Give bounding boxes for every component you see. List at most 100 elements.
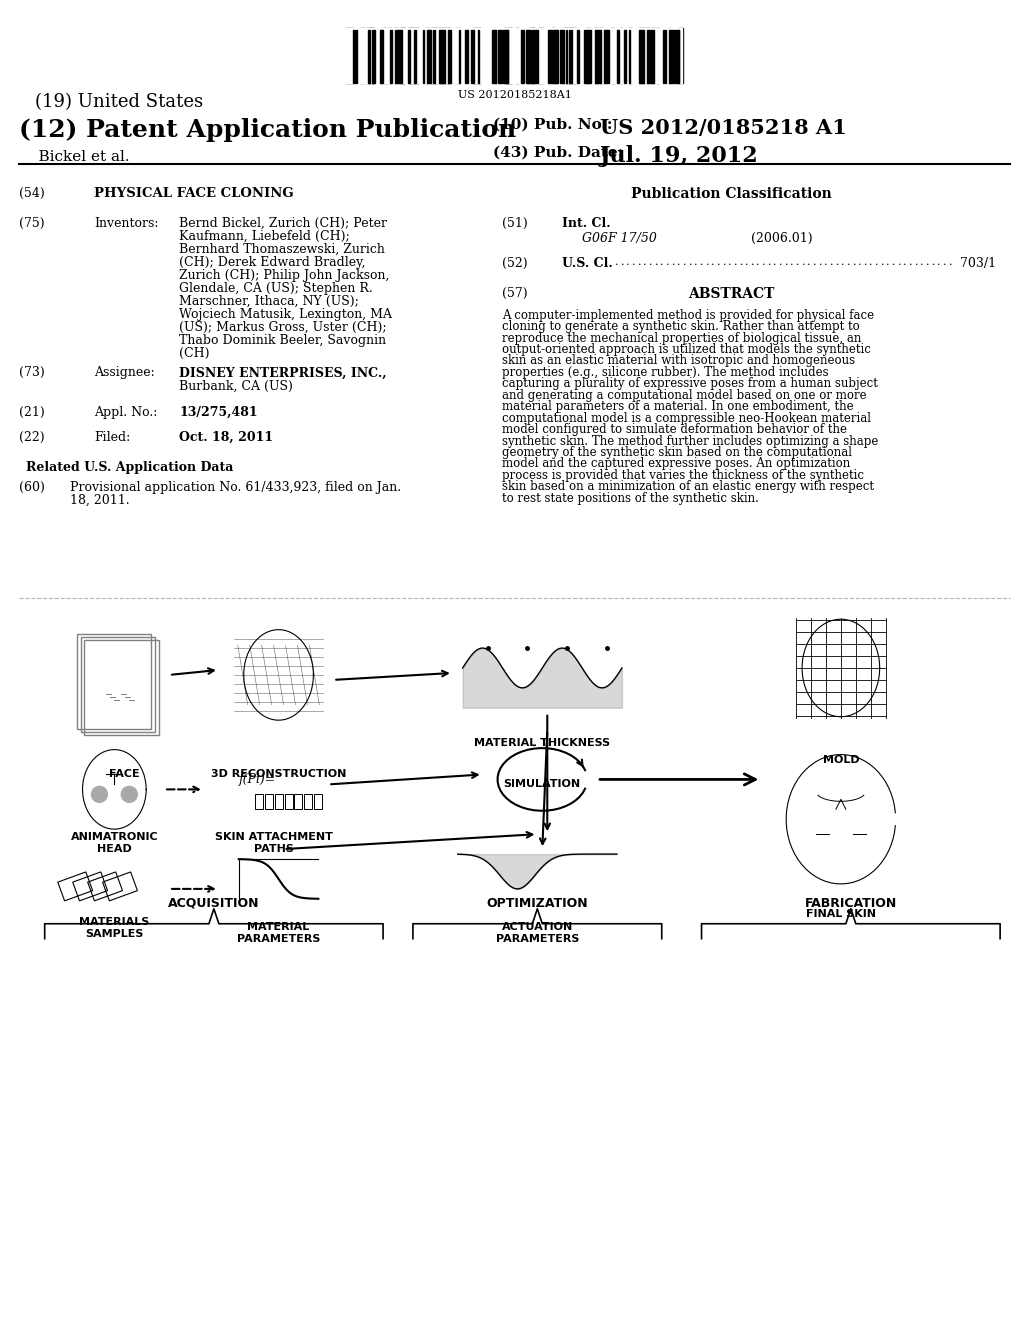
- Text: Thabo Dominik Beeler, Savognin: Thabo Dominik Beeler, Savognin: [179, 334, 386, 347]
- Text: output-oriented approach is utilized that models the synthetic: output-oriented approach is utilized tha…: [503, 343, 871, 356]
- Bar: [456, 28, 460, 83]
- Text: Int. Cl.: Int. Cl.: [562, 216, 611, 230]
- Bar: [383, 28, 387, 83]
- Text: .: .: [683, 257, 686, 267]
- Text: MATERIAL THICKNESS: MATERIAL THICKNESS: [474, 738, 610, 747]
- Text: .: .: [672, 257, 675, 267]
- Bar: [507, 30, 508, 83]
- Bar: [594, 28, 598, 83]
- Bar: [368, 30, 370, 83]
- Bar: [88, 873, 123, 900]
- Bar: [394, 28, 398, 83]
- Bar: [402, 28, 406, 83]
- Bar: [670, 30, 674, 83]
- Text: 703/1: 703/1: [961, 257, 996, 269]
- Text: process is provided that varies the thickness of the synthetic: process is provided that varies the thic…: [503, 469, 864, 482]
- Text: Inventors:: Inventors:: [94, 216, 159, 230]
- Text: (75): (75): [18, 216, 44, 230]
- Text: .: .: [887, 257, 890, 267]
- Bar: [274, 795, 283, 809]
- Bar: [553, 30, 557, 83]
- Text: Burbank, CA (US): Burbank, CA (US): [179, 379, 293, 392]
- Text: FABRICATION: FABRICATION: [805, 896, 897, 909]
- Text: .: .: [654, 257, 658, 267]
- Bar: [507, 28, 511, 83]
- Text: .: .: [638, 257, 641, 267]
- Text: (52): (52): [503, 257, 528, 269]
- Text: .: .: [864, 257, 867, 267]
- Bar: [639, 30, 644, 83]
- Text: .: .: [813, 257, 816, 267]
- Text: PHYSICAL FACE CLONING: PHYSICAL FACE CLONING: [94, 187, 294, 201]
- Text: ABSTRACT: ABSTRACT: [688, 286, 774, 301]
- Text: (60): (60): [18, 480, 45, 494]
- Text: .: .: [937, 257, 941, 267]
- Bar: [372, 28, 375, 83]
- Bar: [656, 28, 659, 83]
- Text: Bickel et al.: Bickel et al.: [18, 150, 129, 165]
- Text: skin as an elastic material with isotropic and homogeneous: skin as an elastic material with isotrop…: [503, 355, 856, 367]
- Text: (73): (73): [18, 367, 45, 379]
- Text: .: .: [921, 257, 924, 267]
- Bar: [255, 795, 262, 809]
- Bar: [603, 30, 605, 83]
- Text: .: .: [829, 257, 834, 267]
- Bar: [449, 30, 451, 83]
- Bar: [476, 28, 480, 83]
- Text: .: .: [932, 257, 935, 267]
- Bar: [552, 28, 555, 83]
- Text: f(Pi)=: f(Pi)=: [239, 774, 276, 785]
- Bar: [668, 28, 671, 83]
- Bar: [650, 28, 655, 83]
- Bar: [639, 28, 643, 83]
- Text: .: .: [892, 257, 896, 267]
- Bar: [586, 28, 590, 83]
- Bar: [439, 28, 443, 83]
- Bar: [394, 30, 395, 83]
- Bar: [563, 28, 567, 83]
- Bar: [527, 30, 531, 83]
- Text: (57): (57): [503, 286, 528, 300]
- Text: .: .: [909, 257, 912, 267]
- Text: Publication Classification: Publication Classification: [631, 187, 831, 201]
- Text: G06F 17/50: G06F 17/50: [582, 232, 657, 246]
- Text: .: .: [824, 257, 827, 267]
- Circle shape: [91, 787, 108, 803]
- Bar: [102, 873, 137, 900]
- Bar: [73, 873, 108, 900]
- Bar: [596, 30, 601, 83]
- Bar: [478, 30, 479, 83]
- Text: MATERIALS
SAMPLES: MATERIALS SAMPLES: [79, 917, 150, 939]
- Bar: [570, 30, 571, 83]
- Text: synthetic skin. The method further includes optimizing a shape: synthetic skin. The method further inclu…: [503, 434, 879, 447]
- Bar: [531, 30, 535, 83]
- Text: .: .: [847, 257, 850, 267]
- Bar: [650, 30, 651, 83]
- Bar: [471, 30, 474, 83]
- Bar: [465, 30, 468, 83]
- Bar: [411, 28, 414, 83]
- Text: .: .: [706, 257, 709, 267]
- Bar: [439, 30, 441, 83]
- Text: model configured to simulate deformation behavior of the: model configured to simulate deformation…: [503, 424, 848, 436]
- Bar: [447, 28, 451, 83]
- Bar: [648, 30, 649, 83]
- Text: .: .: [751, 257, 755, 267]
- Text: .: .: [700, 257, 703, 267]
- Text: .: .: [802, 257, 805, 267]
- Bar: [442, 28, 444, 83]
- Bar: [295, 795, 302, 809]
- Text: ANIMATRONIC
HEAD: ANIMATRONIC HEAD: [71, 833, 158, 854]
- Bar: [372, 30, 375, 83]
- Text: .: .: [739, 257, 743, 267]
- Bar: [314, 795, 323, 809]
- Text: (43) Pub. Date:: (43) Pub. Date:: [493, 145, 623, 160]
- Bar: [425, 28, 429, 83]
- Text: 3D RECONSTRUCTION: 3D RECONSTRUCTION: [211, 770, 346, 779]
- Bar: [560, 30, 564, 83]
- Text: (CH); Derek Edward Bradley,: (CH); Derek Edward Bradley,: [179, 256, 366, 269]
- Text: .: .: [660, 257, 664, 267]
- Text: to rest state positions of the synthetic skin.: to rest state positions of the synthetic…: [503, 492, 760, 504]
- Bar: [645, 28, 649, 83]
- Text: .: .: [773, 257, 777, 267]
